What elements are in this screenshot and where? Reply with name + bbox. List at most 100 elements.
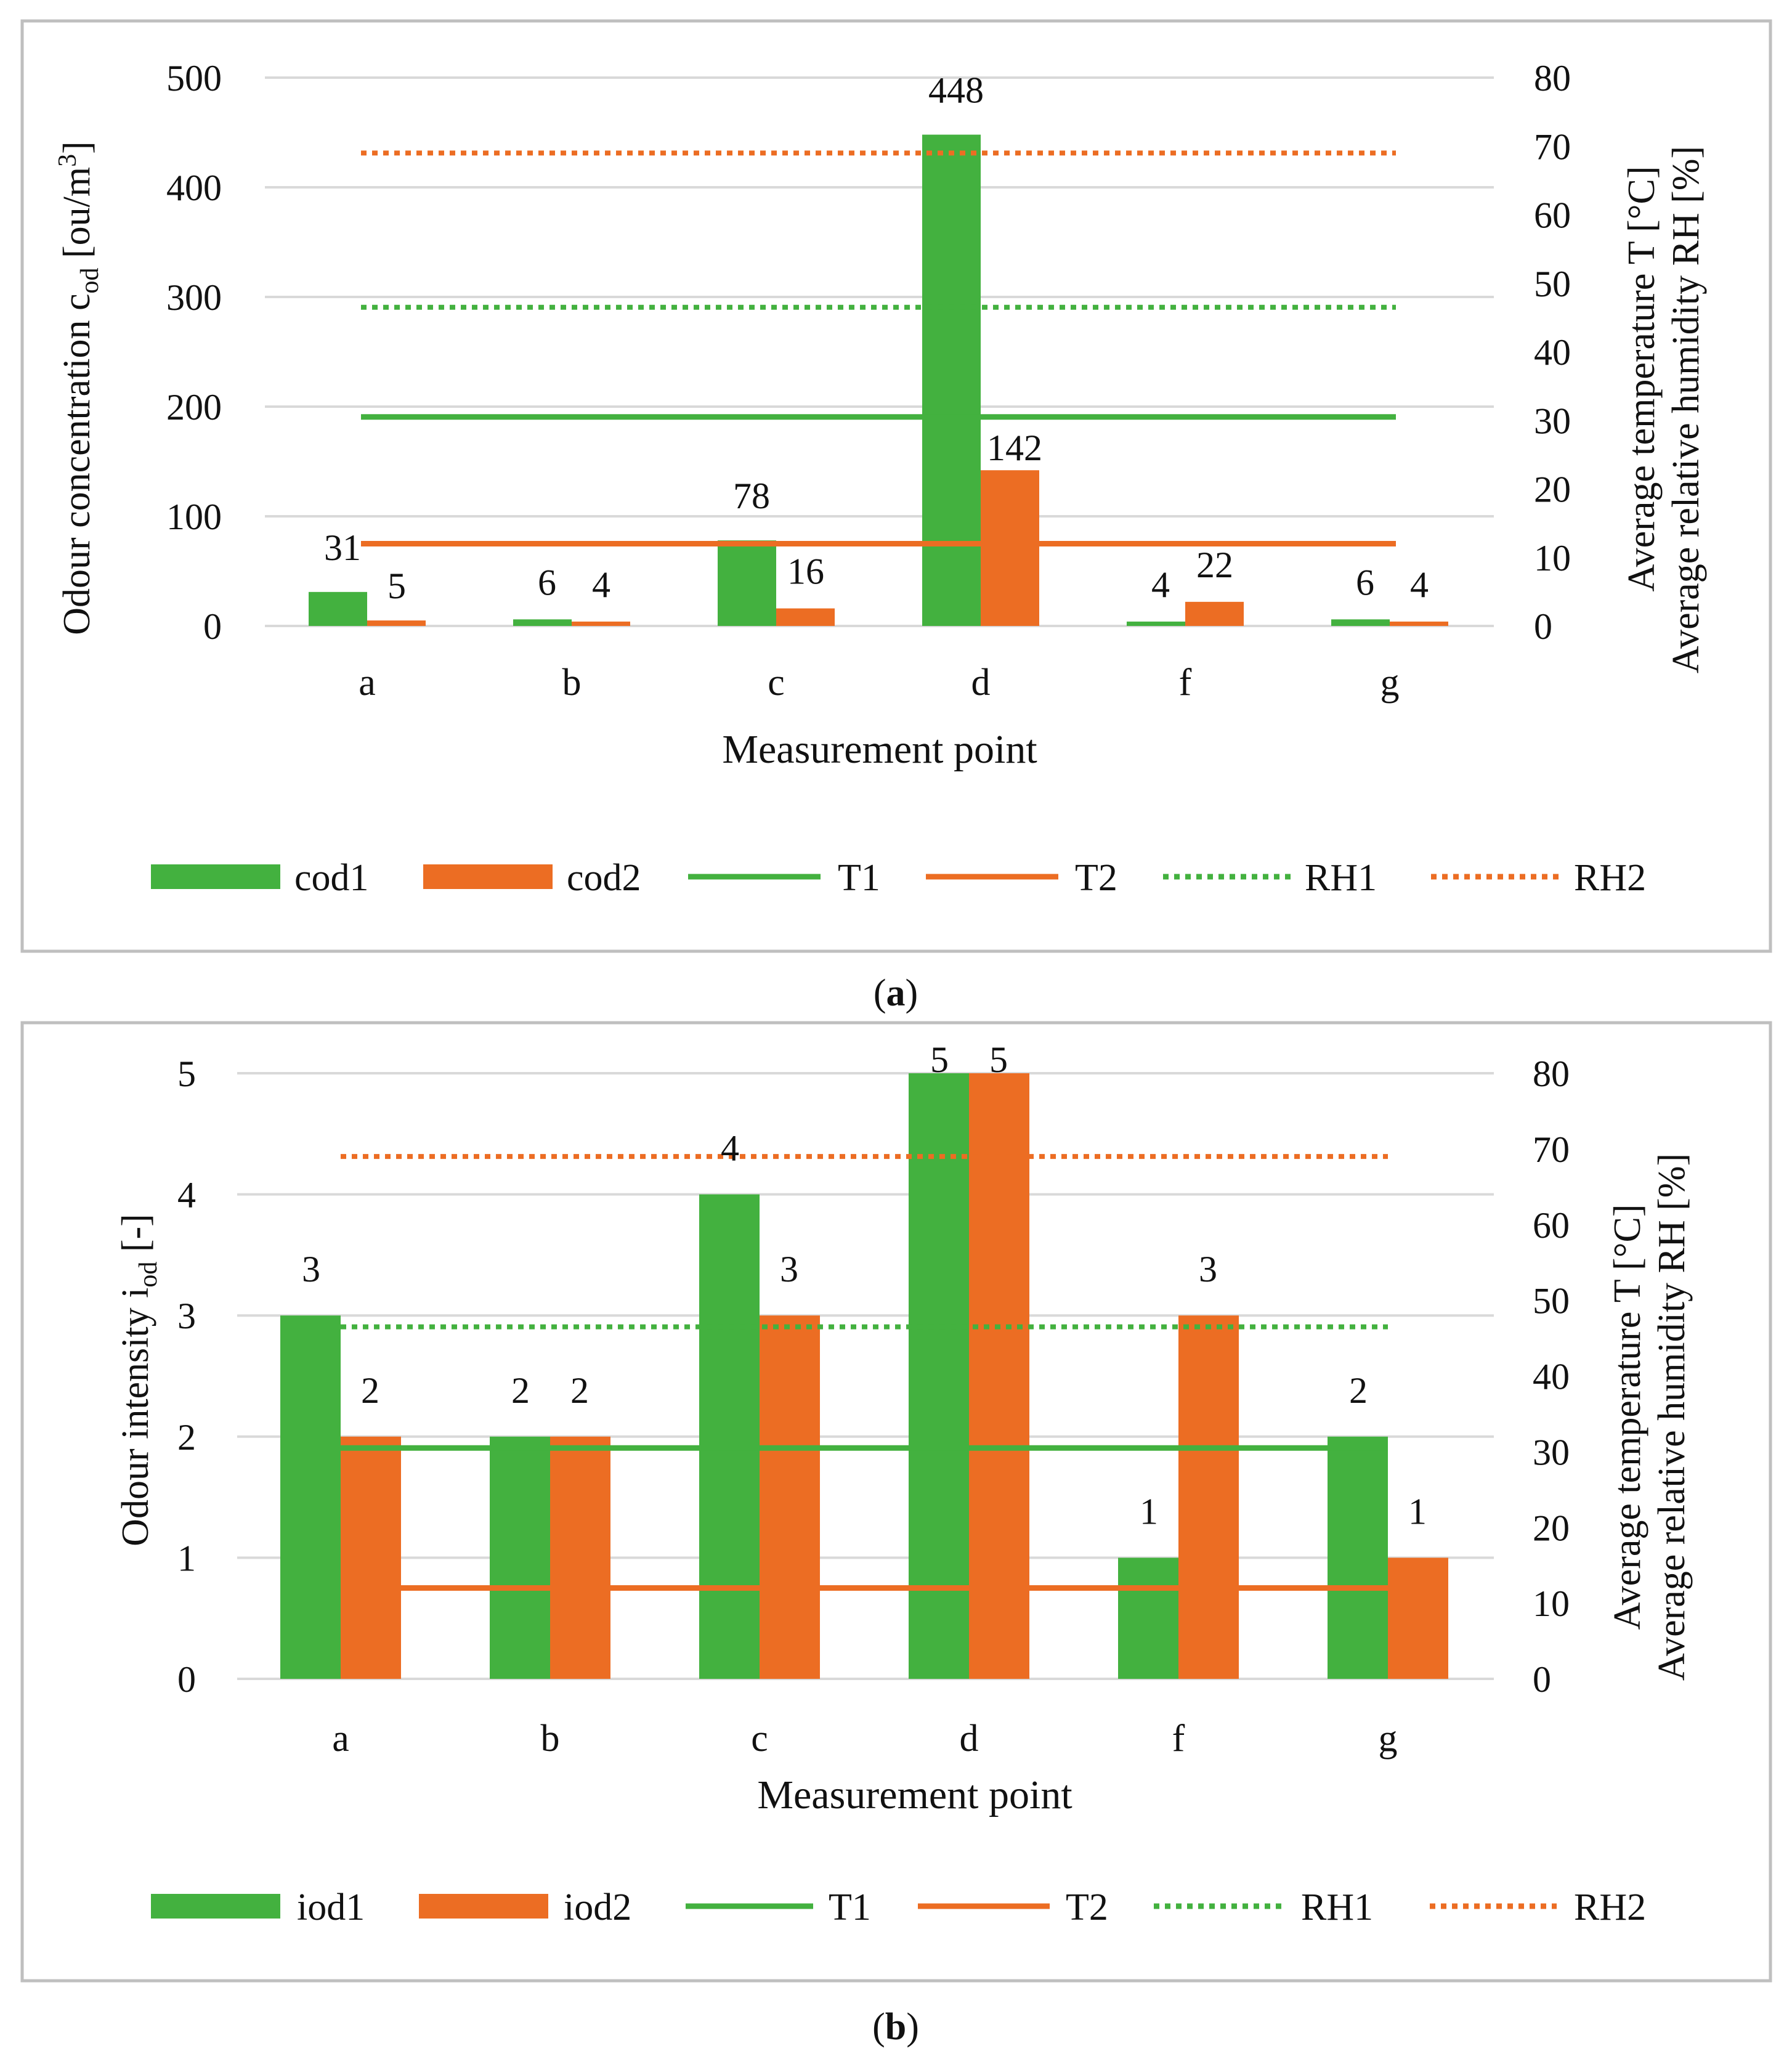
y2-ticks-b: 0 10 20 30 40 50 60 70 80 xyxy=(1533,1054,1570,1700)
legend-label-rh2: RH2 xyxy=(1574,857,1646,899)
y-tick-label-a-200: 200 xyxy=(166,387,222,428)
y2-tick-label-b-10: 10 xyxy=(1533,1583,1570,1624)
y2-tick-label-b-20: 20 xyxy=(1533,1508,1570,1548)
bars-b xyxy=(280,1073,1448,1679)
y2-tick-label-b-80: 80 xyxy=(1533,1054,1570,1094)
legend-label-iod1: iod1 xyxy=(297,1886,365,1928)
bar-cod2-b xyxy=(572,621,630,626)
y2-tick-label-b-50: 50 xyxy=(1533,1281,1570,1322)
y-tick-label-a-100: 100 xyxy=(166,497,222,537)
y-tick-label-a-300: 300 xyxy=(166,277,222,318)
y-axis-title-b: Odour intensity iod [-] xyxy=(115,1214,163,1546)
bar-iod2-a xyxy=(341,1436,401,1679)
y-tick-label-b-3: 3 xyxy=(177,1296,196,1336)
y2-tick-label-b-70: 70 xyxy=(1533,1129,1570,1170)
gridlines-a xyxy=(265,76,1494,627)
y2-tick-label-a-60: 60 xyxy=(1534,195,1571,236)
y2-axis-title-line2-b: Average relative humidity RH [%] xyxy=(1651,1153,1693,1681)
x-tick-label-b-f: f xyxy=(1172,1718,1185,1760)
bar-cod2-a xyxy=(367,620,426,626)
bar-iod2-g xyxy=(1388,1557,1448,1679)
y-tick-label-a-400: 400 xyxy=(166,168,222,208)
y-tick-label-b-4: 4 xyxy=(177,1175,196,1216)
legend-label-t1: T1 xyxy=(838,857,880,899)
reference-lines-a xyxy=(361,150,1396,546)
x-tick-label-b-g: g xyxy=(1379,1718,1398,1760)
x-tick-label-b-b: b xyxy=(541,1718,560,1760)
data-label-iod2-b: 2 xyxy=(570,1370,589,1411)
bar-cod1-c xyxy=(718,540,776,626)
legend-label-cod1: cod1 xyxy=(294,857,369,899)
data-label-cod2-f: 22 xyxy=(1196,545,1233,585)
bar-cod1-a xyxy=(309,591,367,626)
bar-cod2-d xyxy=(981,470,1039,626)
legend-label-t2-b: T2 xyxy=(1066,1886,1108,1928)
x-axis-title-b: Measurement point xyxy=(757,1773,1072,1817)
bar-iod1-g xyxy=(1328,1436,1388,1679)
data-label-cod1-f: 4 xyxy=(1151,564,1170,605)
x-axis-title-a: Measurement point xyxy=(722,727,1037,772)
y2-ticks-a: 0 10 20 30 40 50 60 70 80 xyxy=(1534,58,1571,647)
data-label-iod2-c: 3 xyxy=(780,1249,798,1289)
bar-iod2-b xyxy=(550,1436,610,1679)
data-label-cod1-b: 6 xyxy=(538,562,556,603)
panel-caption-b: (b) xyxy=(872,2006,919,2048)
legend-label-iod2: iod2 xyxy=(564,1886,631,1928)
y-tick-label-b-1: 1 xyxy=(177,1538,196,1578)
y-tick-label-b-2: 2 xyxy=(177,1417,196,1458)
gridlines-b xyxy=(237,1072,1494,1680)
y2-tick-label-a-0: 0 xyxy=(1534,606,1552,647)
legend-a: cod1 cod2 T1 T2 RH1 RH2 xyxy=(151,857,1646,899)
y-ticks-a: 0 100 200 300 400 500 xyxy=(166,58,222,647)
legend-swatch-iod1 xyxy=(151,1894,280,1919)
y-tick-label-b-0: 0 xyxy=(177,1659,196,1700)
x-tick-label-b-a: a xyxy=(332,1718,349,1760)
bar-iod2-c xyxy=(760,1315,820,1679)
bar-iod2-d xyxy=(969,1073,1029,1679)
data-label-cod2-g: 4 xyxy=(1410,564,1429,605)
x-tick-label-a-b: b xyxy=(562,662,582,704)
data-label-cod2-a: 5 xyxy=(387,566,406,606)
y2-tick-label-a-30: 30 xyxy=(1534,400,1571,441)
data-label-cod2-c: 16 xyxy=(787,551,824,592)
legend-swatch-iod2 xyxy=(419,1894,548,1919)
x-tick-label-a-a: a xyxy=(359,662,376,704)
y2-tick-label-b-60: 60 xyxy=(1533,1205,1570,1246)
data-label-iod1-d: 5 xyxy=(930,1039,949,1080)
legend-label-t2: T2 xyxy=(1075,857,1117,899)
x-tick-label-a-d: d xyxy=(971,662,991,704)
data-label-iod1-b: 2 xyxy=(511,1370,530,1411)
legend-swatch-cod2 xyxy=(423,864,553,889)
data-label-cod1-a: 31 xyxy=(324,527,361,568)
x-tick-label-a-g: g xyxy=(1380,662,1400,704)
y2-axis-title-line1-b: Average temperature T [°C] xyxy=(1607,1204,1648,1630)
y2-tick-label-a-80: 80 xyxy=(1534,58,1571,99)
y-tick-label-a-500: 500 xyxy=(166,58,222,99)
data-label-cod2-b: 4 xyxy=(592,564,610,605)
x-tick-label-a-f: f xyxy=(1179,662,1192,704)
y2-tick-label-a-20: 20 xyxy=(1534,469,1571,510)
data-label-cod1-c: 78 xyxy=(733,476,770,516)
y2-tick-label-b-0: 0 xyxy=(1533,1659,1551,1700)
bar-cod1-f xyxy=(1127,621,1185,626)
y2-tick-label-b-40: 40 xyxy=(1533,1357,1570,1397)
bar-iod1-c xyxy=(699,1194,760,1679)
bar-cod2-f xyxy=(1185,601,1244,626)
y-tick-label-b-5: 5 xyxy=(177,1054,196,1094)
x-tick-label-b-c: c xyxy=(751,1718,768,1760)
x-tick-label-a-c: c xyxy=(768,662,785,704)
legend-label-rh1: RH1 xyxy=(1305,857,1377,899)
data-label-iod2-d: 5 xyxy=(989,1039,1008,1080)
bar-iod1-f xyxy=(1118,1557,1178,1679)
y-ticks-b: 0 1 2 3 4 5 xyxy=(177,1054,196,1700)
y2-tick-label-a-10: 10 xyxy=(1534,538,1571,579)
data-label-cod1-g: 6 xyxy=(1356,562,1374,603)
data-label-cod2-d: 142 xyxy=(987,428,1042,468)
bar-cod1-b xyxy=(513,619,572,626)
y2-tick-label-a-70: 70 xyxy=(1534,126,1571,167)
bar-cod1-g xyxy=(1331,619,1390,626)
